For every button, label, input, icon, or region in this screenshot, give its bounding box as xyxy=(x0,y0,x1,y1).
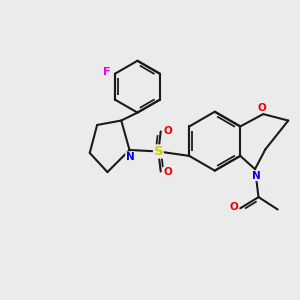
Text: O: O xyxy=(258,103,266,112)
Text: N: N xyxy=(252,171,261,181)
Text: O: O xyxy=(230,202,238,212)
Text: N: N xyxy=(126,152,134,162)
Text: S: S xyxy=(154,145,163,158)
Text: O: O xyxy=(164,167,172,177)
Text: F: F xyxy=(103,67,110,77)
Text: O: O xyxy=(164,126,172,136)
